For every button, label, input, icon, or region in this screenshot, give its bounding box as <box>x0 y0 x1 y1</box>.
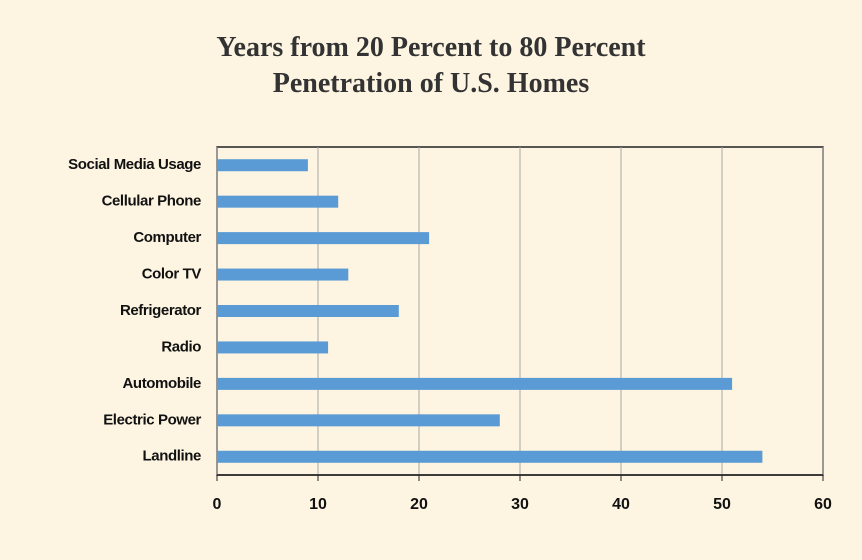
x-tick-label: 40 <box>612 496 630 513</box>
y-tick-label: Automobile <box>123 375 202 392</box>
bar <box>217 450 763 463</box>
bar <box>217 377 733 390</box>
bar <box>217 268 349 281</box>
bar <box>217 341 329 354</box>
bar <box>217 414 500 427</box>
x-tick-label: 10 <box>309 496 327 513</box>
chart-title: Years from 20 Percent to 80 Percent Pene… <box>216 32 646 99</box>
y-tick-label: Refrigerator <box>120 302 202 319</box>
x-tick-label: 0 <box>213 496 222 513</box>
bar <box>217 195 339 208</box>
bar <box>217 232 430 245</box>
x-tick-label: 20 <box>410 496 428 513</box>
y-tick-label: Computer <box>133 229 201 246</box>
x-tick-label: 60 <box>814 496 832 513</box>
bar <box>217 159 308 172</box>
y-tick-label: Cellular Phone <box>102 193 201 210</box>
y-tick-label: Electric Power <box>103 411 201 428</box>
bar <box>217 305 399 317</box>
y-tick-label: Radio <box>161 338 201 355</box>
y-tick-label: Color TV <box>142 266 202 283</box>
x-tick-label: 50 <box>713 496 731 513</box>
y-tick-label: Landline <box>143 448 202 465</box>
y-tick-label: Social Media Usage <box>68 156 201 173</box>
x-tick-label: 30 <box>511 496 529 513</box>
